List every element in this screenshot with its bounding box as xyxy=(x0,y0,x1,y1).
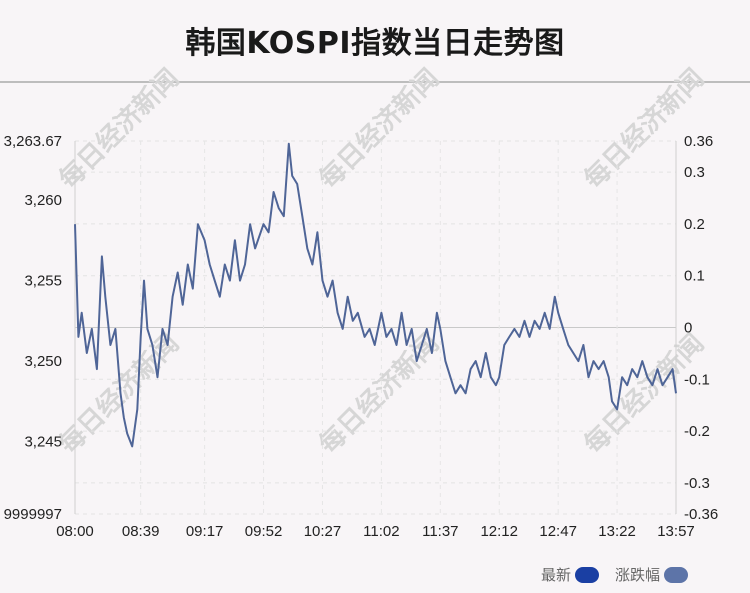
x-tick-8: 12:47 xyxy=(539,523,577,540)
chart-title: 韩国KOSPI指数当日走势图 xyxy=(185,26,565,61)
x-tick-7: 12:12 xyxy=(480,523,518,540)
legend-item-change[interactable]: 涨跌幅 xyxy=(615,564,688,585)
y-right-tick-4: 0 xyxy=(684,320,692,337)
legend-label-change: 涨跌幅 xyxy=(614,566,660,584)
x-tick-5: 11:02 xyxy=(363,523,399,540)
x-tick-9: 13:22 xyxy=(598,523,636,540)
y-right-tick-6: -0.2 xyxy=(684,423,710,440)
x-tick-2: 09:17 xyxy=(186,523,224,540)
y-left-tick-3: 3,250 xyxy=(24,353,62,370)
y-right-tick-0: 0.36 xyxy=(684,133,713,150)
y-right-tick-8: -0.36 xyxy=(684,506,718,523)
kospi-line xyxy=(74,142,677,448)
y-left-tick-0: 3,263.67 xyxy=(4,133,62,150)
y-left-tick-1: 3,260 xyxy=(24,192,62,209)
x-tick-3: 09:52 xyxy=(245,523,283,540)
x-tick-4: 10:27 xyxy=(304,523,342,540)
y-right-tick-3: 0.1 xyxy=(684,268,705,285)
y-right-tick-2: 0.2 xyxy=(684,216,705,233)
x-tick-10: 13:57 xyxy=(657,523,695,540)
title-divider xyxy=(0,81,750,83)
watermark-1: 每日经济新闻 xyxy=(313,63,445,195)
y-left-tick-4: 3,245 xyxy=(24,434,62,451)
legend-swatch-latest xyxy=(574,566,599,583)
y-right-tick-7: -0.3 xyxy=(684,475,710,492)
x-tick-1: 08:39 xyxy=(122,523,160,540)
legend-item-latest[interactable]: 最新 xyxy=(541,564,599,585)
y-left-tick-2: 3,255 xyxy=(24,273,62,290)
x-tick-0: 08:00 xyxy=(56,523,94,540)
y-right-tick-5: -0.1 xyxy=(684,371,710,388)
y-right-tick-1: 0.3 xyxy=(684,164,705,181)
y-left-tick-5: 9999997 xyxy=(4,506,62,523)
legend-label-latest: 最新 xyxy=(540,566,571,584)
x-tick-6: 11:37 xyxy=(422,523,458,540)
legend-swatch-change xyxy=(664,566,688,583)
watermark-0: 每日经济新闻 xyxy=(53,63,185,195)
watermark-3: 每日经济新闻 xyxy=(53,328,185,460)
watermark-4: 每日经济新闻 xyxy=(313,328,445,460)
legend: 最新 涨跌幅 xyxy=(531,564,688,585)
